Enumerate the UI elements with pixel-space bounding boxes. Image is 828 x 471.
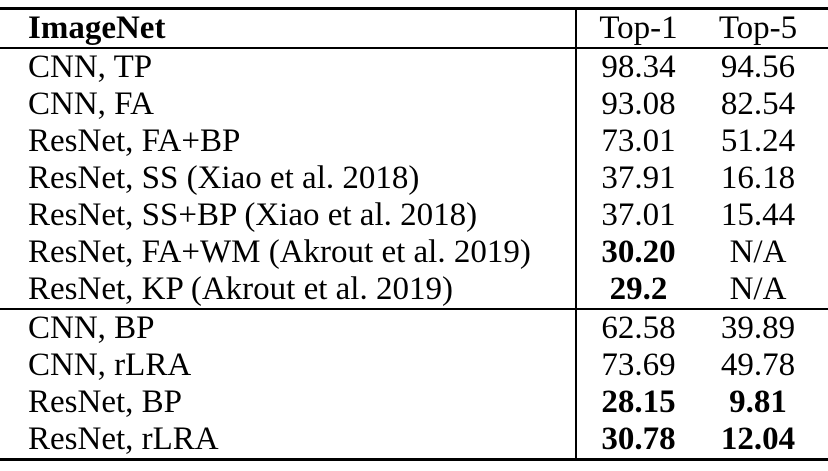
top1-cell: 62.58: [601, 310, 676, 346]
table-row: ResNet, FA+WM (Akrout et al. 2019) 30.20…: [0, 234, 828, 271]
top5-cell: 16.18: [720, 160, 796, 196]
imagenet-results-table: ImageNet Top-1 Top-5 CNN, TP 98.34 94.56…: [0, 7, 828, 461]
top5-cell: 9.81: [729, 384, 787, 420]
top5-cell: 39.89: [720, 310, 796, 346]
method-cell: CNN, FA: [0, 86, 577, 123]
top5-cell: 49.78: [720, 347, 796, 383]
table-row: ResNet, BP 28.15 9.81: [0, 384, 828, 421]
table-row: CNN, BP 62.58 39.89: [0, 309, 828, 347]
header-top1-label: Top-1: [599, 10, 678, 46]
method-cell: ResNet, SS (Xiao et al. 2018): [0, 160, 577, 197]
top5-cell: N/A: [729, 234, 787, 270]
top1-cell: 29.2: [609, 271, 668, 307]
paper-results-table-page: ImageNet Top-1 Top-5 CNN, TP 98.34 94.56…: [0, 7, 828, 471]
top1-cell: 98.34: [601, 49, 676, 85]
top1-cell: 37.91: [601, 160, 676, 196]
method-cell: CNN, BP: [0, 309, 577, 347]
method-cell: ResNet, FA+BP: [0, 123, 577, 160]
top1-cell: 30.20: [601, 234, 676, 270]
method-cell: ResNet, FA+WM (Akrout et al. 2019): [0, 234, 577, 271]
top1-cell: 93.08: [601, 86, 676, 122]
table-row: ResNet, SS+BP (Xiao et al. 2018) 37.01 1…: [0, 197, 828, 234]
top1-cell: 73.69: [601, 347, 676, 383]
method-cell: CNN, rLRA: [0, 347, 577, 384]
table-section-this-work: CNN, BP 62.58 39.89 CNN, rLRA 73.69 49.7…: [0, 309, 828, 460]
table-row: ResNet, FA+BP 73.01 51.24: [0, 123, 828, 160]
method-cell: CNN, TP: [0, 48, 577, 86]
top1-cell: 37.01: [601, 197, 676, 233]
table-row: CNN, FA 93.08 82.54: [0, 86, 828, 123]
method-cell: ResNet, SS+BP (Xiao et al. 2018): [0, 197, 577, 234]
header-top5-label: Top-5: [718, 10, 798, 46]
top5-cell: 12.04: [720, 421, 796, 457]
top5-cell: 51.24: [720, 123, 796, 159]
top1-cell: 73.01: [601, 123, 676, 159]
top1-cell: 30.78: [601, 421, 676, 457]
method-cell: ResNet, BP: [0, 384, 577, 421]
method-cell: ResNet, rLRA: [0, 421, 577, 460]
table-header: ImageNet Top-1 Top-5: [0, 8, 828, 48]
top5-cell: 82.54: [720, 86, 796, 122]
table-row: ResNet, SS (Xiao et al. 2018) 37.91 16.1…: [0, 160, 828, 197]
top5-cell: N/A: [729, 271, 787, 307]
table-row: CNN, TP 98.34 94.56: [0, 48, 828, 86]
method-cell: ResNet, KP (Akrout et al. 2019): [0, 271, 577, 309]
header-row: ImageNet Top-1 Top-5: [0, 8, 828, 48]
table-row: ResNet, KP (Akrout et al. 2019) 29.2 N/A: [0, 271, 828, 309]
table-section-prior-methods: CNN, TP 98.34 94.56 CNN, FA 93.08 82.54 …: [0, 48, 828, 309]
table-row: CNN, rLRA 73.69 49.78: [0, 347, 828, 384]
top5-cell: 15.44: [720, 197, 796, 233]
top1-cell: 28.15: [601, 384, 676, 420]
header-dataset-label: ImageNet: [0, 8, 577, 48]
top5-cell: 94.56: [720, 49, 796, 85]
table-row: ResNet, rLRA 30.78 12.04: [0, 421, 828, 460]
